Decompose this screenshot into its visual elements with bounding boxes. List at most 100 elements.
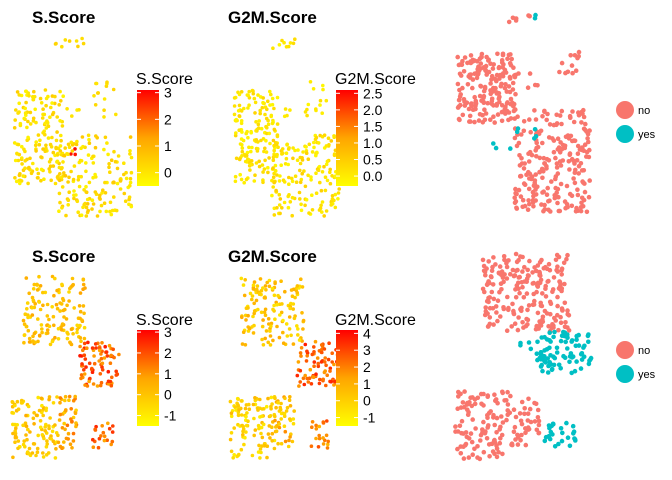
data-point xyxy=(295,373,300,378)
data-point xyxy=(257,119,262,123)
data-point xyxy=(472,446,477,452)
data-point xyxy=(312,140,316,145)
data-point xyxy=(108,361,113,366)
data-point xyxy=(269,113,274,118)
data-point xyxy=(295,324,299,328)
data-point xyxy=(36,317,40,321)
data-point xyxy=(13,435,18,440)
data-point xyxy=(60,124,65,128)
data-point xyxy=(320,200,325,204)
data-point xyxy=(97,359,101,363)
data-point xyxy=(237,92,242,97)
data-point xyxy=(282,414,287,419)
data-point xyxy=(301,150,305,154)
legend-title: S.Score xyxy=(136,71,193,88)
data-point xyxy=(51,314,56,319)
data-point xyxy=(455,105,461,110)
data-point xyxy=(23,159,28,163)
data-point xyxy=(244,414,248,419)
data-point xyxy=(470,85,475,91)
data-point xyxy=(40,116,45,120)
data-point xyxy=(525,307,530,313)
data-point xyxy=(118,187,123,191)
data-point xyxy=(472,58,477,63)
data-point xyxy=(550,322,555,327)
data-point xyxy=(328,366,333,371)
data-point xyxy=(76,210,80,214)
data-point xyxy=(460,58,465,64)
data-point xyxy=(487,305,493,311)
data-point xyxy=(278,211,282,216)
data-point xyxy=(555,269,560,274)
data-point xyxy=(299,202,303,207)
data-point xyxy=(314,427,319,431)
data-point xyxy=(519,399,525,405)
data-point xyxy=(336,197,340,201)
data-point xyxy=(316,168,321,172)
data-point xyxy=(271,338,275,343)
data-point xyxy=(485,394,491,400)
colorbar-tick-label: 2 xyxy=(164,345,172,361)
data-point xyxy=(18,181,22,186)
data-point xyxy=(518,254,523,259)
data-point xyxy=(324,144,329,148)
data-point xyxy=(66,332,70,336)
data-point xyxy=(508,271,513,277)
data-point xyxy=(567,443,573,449)
data-point xyxy=(63,409,68,413)
data-point xyxy=(486,299,491,305)
data-point xyxy=(492,86,498,91)
data-point xyxy=(37,142,42,147)
data-point xyxy=(516,258,521,263)
data-point xyxy=(98,197,102,201)
data-point xyxy=(320,170,325,174)
data-point xyxy=(270,439,275,443)
data-point xyxy=(284,45,289,49)
data-point xyxy=(518,194,524,199)
data-point xyxy=(297,190,302,195)
data-point xyxy=(504,328,510,334)
data-point xyxy=(272,180,277,185)
data-point xyxy=(559,60,565,66)
data-point xyxy=(31,94,35,99)
data-point xyxy=(558,181,564,187)
data-point xyxy=(578,161,584,166)
data-point xyxy=(581,114,587,120)
data-point xyxy=(299,177,304,182)
data-point xyxy=(13,158,18,163)
data-point xyxy=(285,113,289,118)
data-point xyxy=(295,284,300,288)
data-point xyxy=(284,156,289,161)
data-point xyxy=(468,395,473,401)
data-point xyxy=(58,89,62,94)
data-point xyxy=(247,145,251,150)
data-point xyxy=(96,91,100,95)
colorbar-tick-label: 3 xyxy=(164,85,172,101)
data-point xyxy=(32,282,37,287)
data-point xyxy=(242,293,247,298)
data-point xyxy=(485,425,491,430)
data-point xyxy=(11,455,15,460)
data-point xyxy=(257,426,261,431)
data-point xyxy=(308,80,313,84)
data-point xyxy=(309,444,314,449)
data-point xyxy=(74,424,78,429)
data-point xyxy=(14,426,18,431)
data-point xyxy=(86,208,90,213)
data-point xyxy=(532,178,538,183)
data-point xyxy=(532,182,538,188)
data-point xyxy=(469,101,474,107)
data-point xyxy=(266,170,270,175)
data-point xyxy=(275,302,279,307)
data-point xyxy=(100,368,105,372)
data-point xyxy=(545,356,550,361)
data-point xyxy=(109,353,113,358)
data-point xyxy=(322,164,326,169)
data-point xyxy=(36,433,40,438)
data-point xyxy=(105,438,109,443)
data-point xyxy=(82,336,87,341)
data-point xyxy=(559,272,564,277)
data-point xyxy=(21,174,26,178)
data-point xyxy=(489,268,495,274)
